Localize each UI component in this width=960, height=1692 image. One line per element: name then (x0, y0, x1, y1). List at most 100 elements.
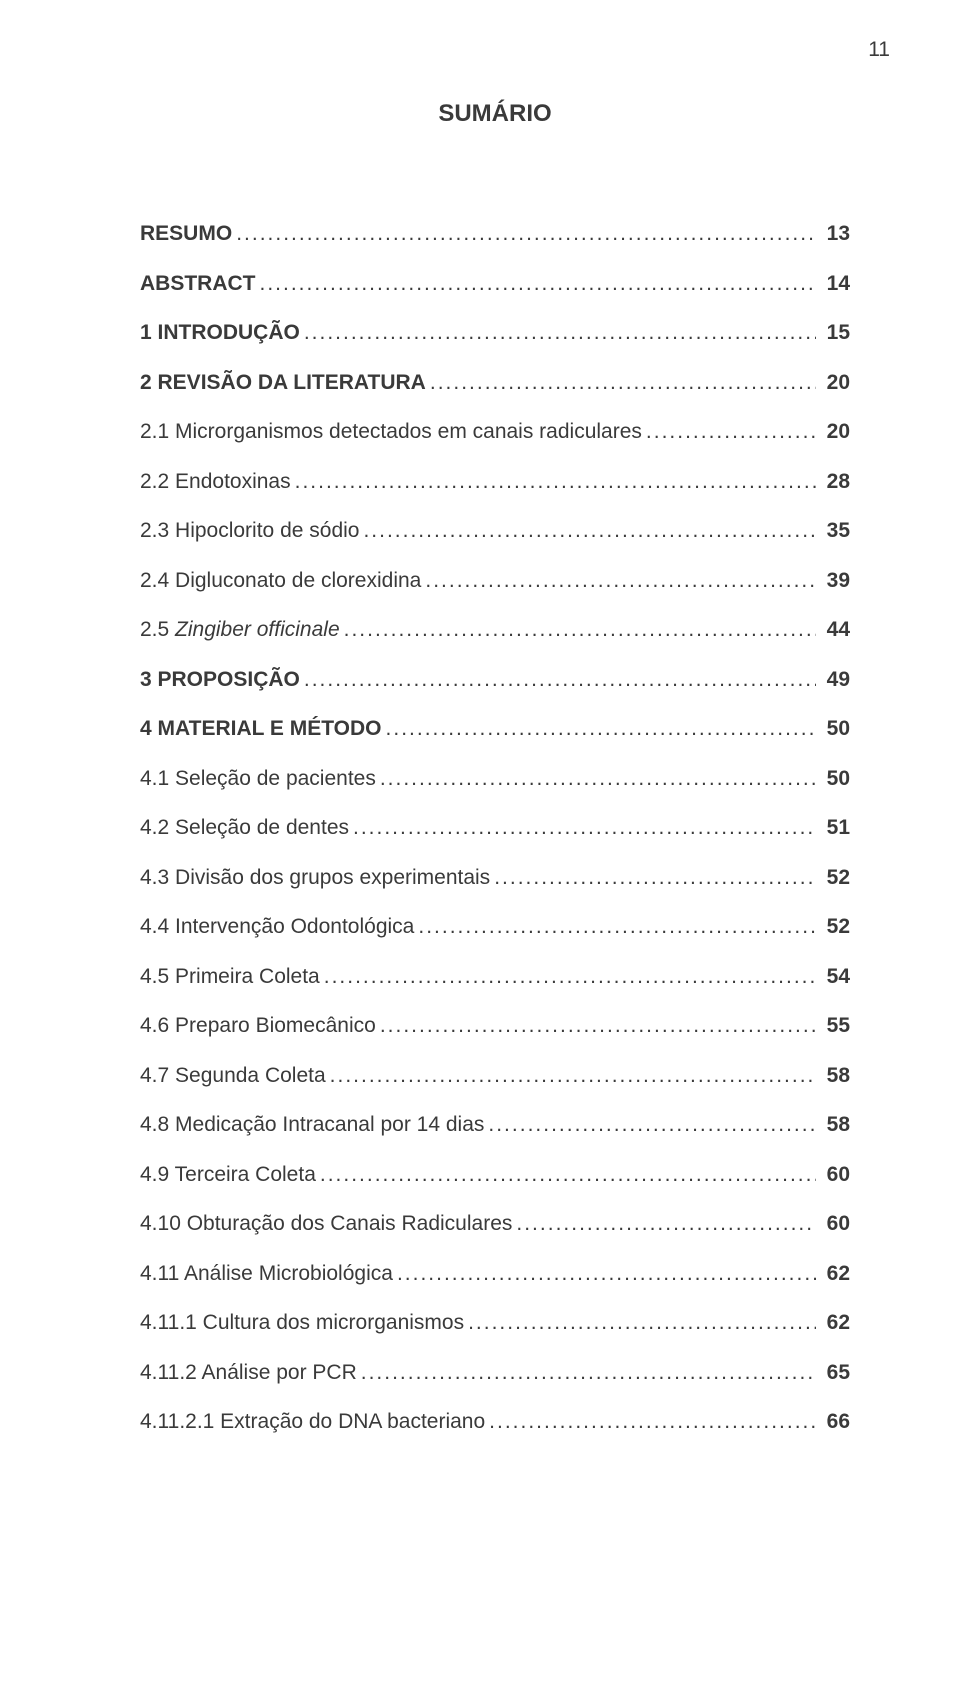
toc-row: 4.8 Medicação Intracanal por 14 dias....… (140, 1109, 850, 1141)
toc-dots: ........................................… (382, 713, 816, 745)
toc-entry-label: 3 PROPOSIÇÃO (140, 664, 300, 696)
toc-dots: ........................................… (426, 367, 816, 399)
toc-entry-label: 2.1 Microrganismos detectados em canais … (140, 416, 642, 448)
toc-row: 4.3 Divisão dos grupos experimentais....… (140, 862, 850, 894)
toc-entry-page: 39 (816, 565, 850, 597)
toc-row: 1 INTRODUÇÃO............................… (140, 317, 850, 349)
toc-entry-page: 52 (816, 862, 850, 894)
toc-row: RESUMO..................................… (140, 218, 850, 250)
toc-row: 4.5 Primeira Coleta.....................… (140, 961, 850, 993)
toc-entry-page: 44 (816, 614, 850, 646)
toc-entry-page: 28 (816, 466, 850, 498)
toc-row: 2.1 Microrganismos detectados em canais … (140, 416, 850, 448)
toc-dots: ........................................… (326, 1060, 816, 1092)
toc-dots: ........................................… (256, 268, 817, 300)
toc-entry-page: 58 (816, 1060, 850, 1092)
toc-row: 2.4 Digluconato de clorexidina..........… (140, 565, 850, 597)
toc-dots: ........................................… (340, 614, 816, 646)
toc-entry-page: 62 (816, 1258, 850, 1290)
toc-row: 4.4 Intervenção Odontológica............… (140, 911, 850, 943)
toc-dots: ........................................… (485, 1406, 816, 1438)
toc-entry-label: 4.6 Preparo Biomecânico (140, 1010, 376, 1042)
toc-entry-label: 2 REVISÃO DA LITERATURA (140, 367, 426, 399)
toc-entry-label: 4.11 Análise Microbiológica (140, 1258, 393, 1290)
toc-row: 4.10 Obturação dos Canais Radiculares...… (140, 1208, 850, 1240)
toc-row: 2.3 Hipoclorito de sódio................… (140, 515, 850, 547)
toc-row: 4.7 Segunda Coleta......................… (140, 1060, 850, 1092)
toc-entry-label: 4.7 Segunda Coleta (140, 1060, 326, 1092)
toc-dots: ........................................… (300, 664, 816, 696)
toc-row: 2.2 Endotoxinas.........................… (140, 466, 850, 498)
toc-dots: ........................................… (512, 1208, 816, 1240)
toc-entry-page: 62 (816, 1307, 850, 1339)
toc-row: 2.5 Zingiber officinale.................… (140, 614, 850, 646)
toc-row: 4.9 Terceira Coleta.....................… (140, 1159, 850, 1191)
toc-dots: ........................................… (376, 1010, 816, 1042)
toc-entry-label: 4.4 Intervenção Odontológica (140, 911, 414, 943)
toc-row: 4.1 Seleção de pacientes................… (140, 763, 850, 795)
toc-entry-label: 4.11.1 Cultura dos microrganismos (140, 1307, 464, 1339)
toc-entry-page: 35 (816, 515, 850, 547)
toc-dots: ........................................… (232, 218, 816, 250)
toc-row: 4.11.2 Análise por PCR..................… (140, 1357, 850, 1389)
toc-entry-page: 50 (816, 763, 850, 795)
toc-entry-label: 4.3 Divisão dos grupos experimentais (140, 862, 490, 894)
toc-entry-label: 4.11.2 Análise por PCR (140, 1357, 357, 1389)
toc-dots: ........................................… (316, 1159, 816, 1191)
toc-title: SUMÁRIO (140, 100, 850, 128)
toc-entry-page: 65 (816, 1357, 850, 1389)
toc-entry-label: 4.10 Obturação dos Canais Radiculares (140, 1208, 512, 1240)
toc-row: 4.11.1 Cultura dos microrganismos.......… (140, 1307, 850, 1339)
toc-dots: ........................................… (414, 911, 816, 943)
toc-entry-label: 2.5 Zingiber officinale (140, 614, 340, 646)
toc-entry-page: 66 (816, 1406, 850, 1438)
toc-entry-label: 4.1 Seleção de pacientes (140, 763, 376, 795)
toc-row: ABSTRACT................................… (140, 268, 850, 300)
toc-entry-page: 13 (816, 218, 850, 250)
toc-entry-page: 50 (816, 713, 850, 745)
toc-row: 4.11.2.1 Extração do DNA bacteriano.....… (140, 1406, 850, 1438)
toc-dots: ........................................… (320, 961, 816, 993)
toc-row: 2 REVISÃO DA LITERATURA.................… (140, 367, 850, 399)
toc-list: RESUMO..................................… (140, 218, 850, 1438)
toc-dots: ........................................… (349, 812, 816, 844)
toc-row: 4 MATERIAL E MÉTODO.....................… (140, 713, 850, 745)
toc-dots: ........................................… (357, 1357, 816, 1389)
toc-entry-page: 52 (816, 911, 850, 943)
toc-dots: ........................................… (642, 416, 816, 448)
toc-entry-label: ABSTRACT (140, 268, 256, 300)
toc-entry-page: 15 (816, 317, 850, 349)
toc-entry-page: 51 (816, 812, 850, 844)
toc-entry-label: 4.2 Seleção de dentes (140, 812, 349, 844)
toc-entry-page: 55 (816, 1010, 850, 1042)
toc-dots: ........................................… (376, 763, 816, 795)
toc-dots: ........................................… (464, 1307, 816, 1339)
toc-entry-label: 4 MATERIAL E MÉTODO (140, 713, 382, 745)
toc-dots: ........................................… (359, 515, 816, 547)
toc-entry-label: 2.2 Endotoxinas (140, 466, 291, 498)
toc-entry-page: 54 (816, 961, 850, 993)
toc-entry-label: 4.8 Medicação Intracanal por 14 dias (140, 1109, 484, 1141)
toc-entry-page: 49 (816, 664, 850, 696)
toc-entry-label: 4.11.2.1 Extração do DNA bacteriano (140, 1406, 485, 1438)
document-page: 11 SUMÁRIO RESUMO.......................… (0, 0, 960, 1526)
toc-dots: ........................................… (484, 1109, 816, 1141)
toc-entry-label: 2.4 Digluconato de clorexidina (140, 565, 421, 597)
toc-row: 4.6 Preparo Biomecânico.................… (140, 1010, 850, 1042)
toc-entry-page: 20 (816, 367, 850, 399)
toc-entry-label: 4.5 Primeira Coleta (140, 961, 320, 993)
toc-dots: ........................................… (291, 466, 816, 498)
page-number: 11 (868, 38, 890, 62)
toc-dots: ........................................… (490, 862, 816, 894)
toc-entry-label: 1 INTRODUÇÃO (140, 317, 300, 349)
toc-entry-page: 60 (816, 1159, 850, 1191)
toc-entry-page: 60 (816, 1208, 850, 1240)
toc-dots: ........................................… (300, 317, 816, 349)
toc-row: 3 PROPOSIÇÃO............................… (140, 664, 850, 696)
toc-row: 4.11 Análise Microbiológica.............… (140, 1258, 850, 1290)
toc-dots: ........................................… (393, 1258, 816, 1290)
toc-row: 4.2 Seleção de dentes...................… (140, 812, 850, 844)
toc-entry-page: 58 (816, 1109, 850, 1141)
toc-entry-page: 14 (816, 268, 850, 300)
toc-entry-page: 20 (816, 416, 850, 448)
